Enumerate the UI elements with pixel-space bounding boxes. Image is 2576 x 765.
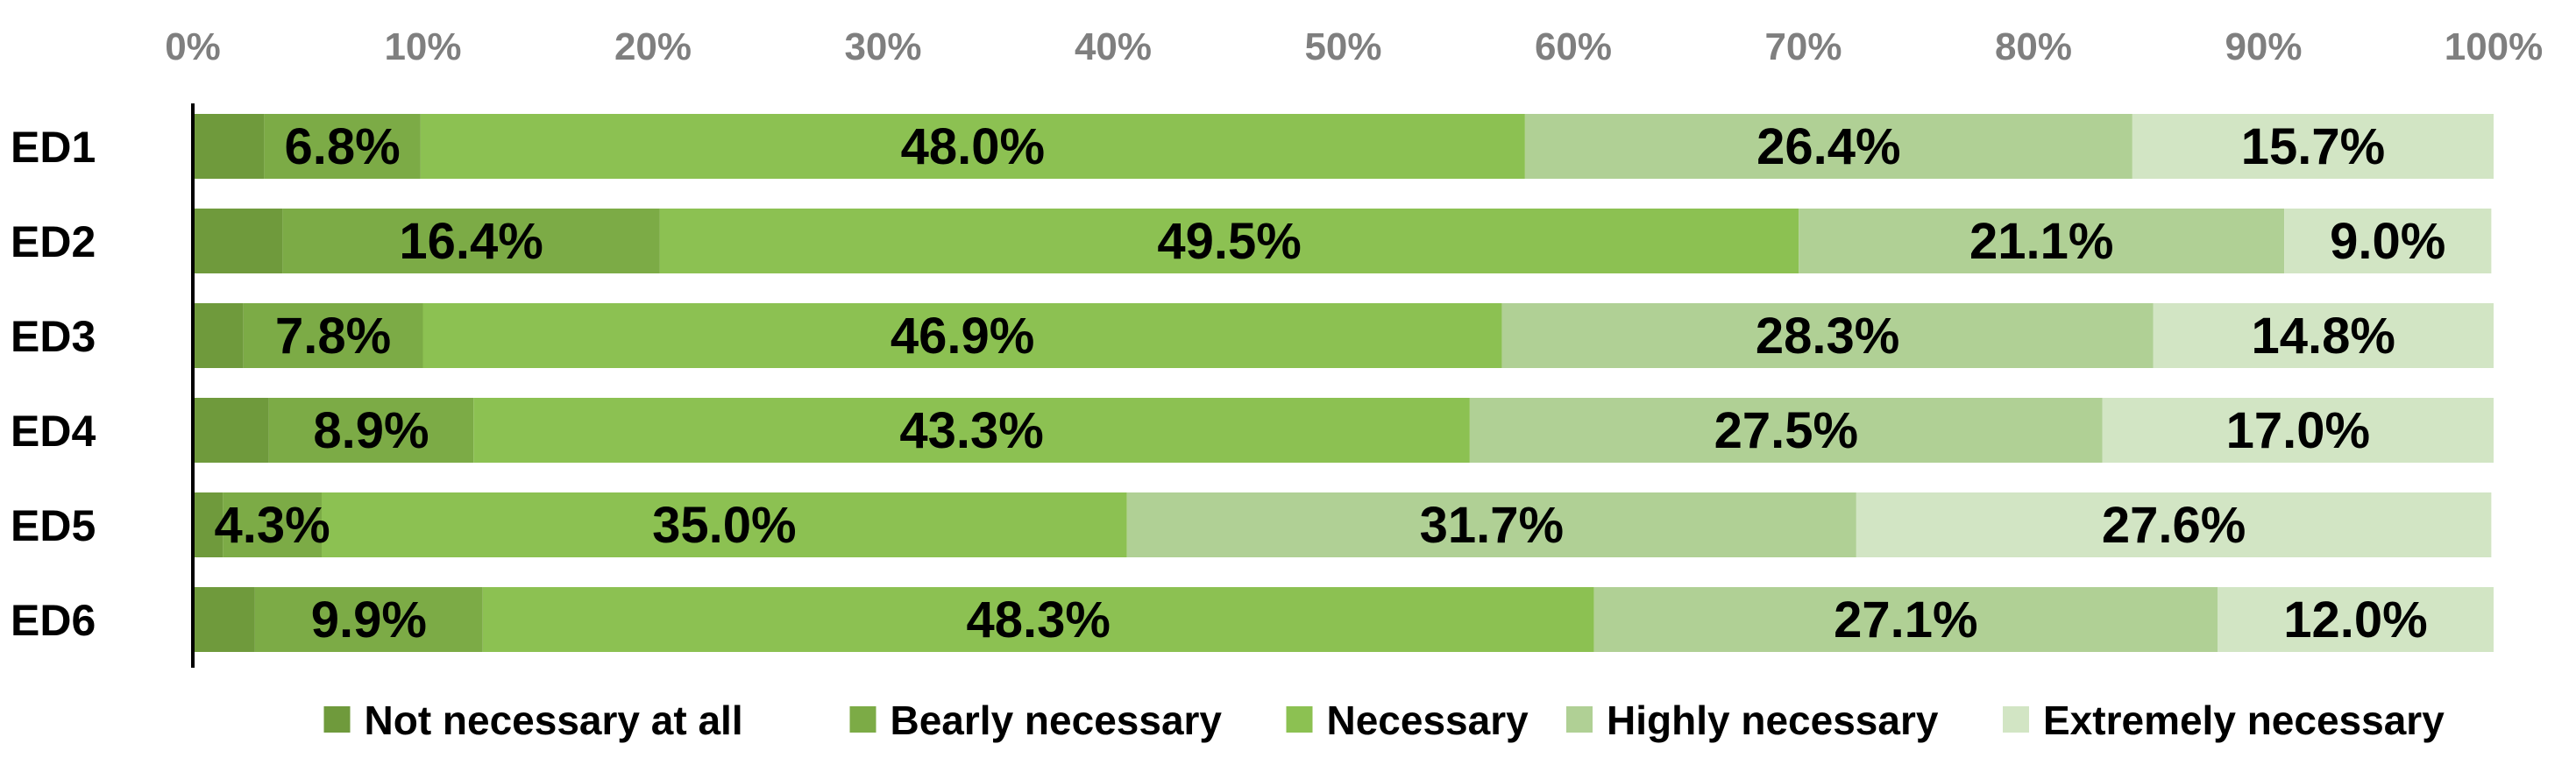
category-label: ED4 — [11, 407, 96, 456]
data-label: 31.7% — [1420, 497, 1564, 554]
x-tick-label: 40% — [1075, 25, 1152, 68]
x-axis-ticks: 0% 10% 20% 30% 40% 50% 60% 70% 80% 90% 100% — [165, 25, 2543, 68]
bar-segment — [264, 114, 421, 179]
bar-segment — [2218, 587, 2494, 652]
bar-segment — [193, 209, 283, 273]
data-label: 49.5% — [1157, 213, 1301, 270]
bar-segment — [2284, 209, 2492, 273]
bar-segment — [1524, 114, 2132, 179]
legend-swatch — [2003, 706, 2029, 733]
bar-segment — [659, 209, 1799, 273]
bar-segment — [193, 492, 224, 557]
data-label: 12.0% — [2283, 591, 2427, 648]
bar-segments — [193, 114, 2494, 652]
legend-label: Not necessary at all — [365, 698, 743, 743]
legend-swatch — [323, 706, 351, 733]
category-label: ED5 — [11, 501, 96, 550]
data-label: 17.0% — [2226, 402, 2370, 459]
data-label: 35.0% — [652, 497, 796, 554]
legend-label: Bearly necessary — [891, 698, 1223, 743]
category-label: ED3 — [11, 312, 96, 361]
bar-segment — [1593, 587, 2218, 652]
bar-segment — [193, 114, 265, 179]
x-tick-label: 20% — [614, 25, 692, 68]
data-label: 48.0% — [901, 118, 1045, 175]
bar-segment — [1799, 209, 2285, 273]
x-tick-label: 0% — [165, 25, 221, 68]
data-label: 8.9% — [313, 402, 429, 459]
data-label: 6.8% — [285, 118, 401, 175]
data-label: 21.1% — [1969, 213, 2113, 270]
legend-swatch — [1286, 706, 1313, 733]
data-label: 26.4% — [1756, 118, 1900, 175]
bar-segment — [223, 492, 322, 557]
data-label: 48.3% — [966, 591, 1110, 648]
category-label: ED1 — [11, 123, 96, 172]
x-tick-label: 50% — [1304, 25, 1381, 68]
category-label: ED6 — [11, 596, 96, 645]
category-labels: ED1 ED2 ED3 ED4 ED5 ED6 — [11, 123, 96, 645]
data-label: 46.9% — [891, 308, 1034, 365]
x-tick-label: 10% — [384, 25, 461, 68]
legend-label: Necessary — [1327, 698, 1529, 743]
bar-segment — [193, 303, 244, 368]
x-tick-label: 60% — [1535, 25, 1612, 68]
bar-segment — [282, 209, 660, 273]
bar-segment — [268, 398, 474, 463]
bar-segment — [2153, 303, 2494, 368]
bar-segment — [473, 398, 1470, 463]
legend-label: Extremely necessary — [2043, 698, 2445, 743]
category-label: ED2 — [11, 217, 96, 266]
bar-segment — [2132, 114, 2494, 179]
data-label: 27.6% — [2102, 497, 2246, 554]
x-tick-label: 80% — [1995, 25, 2072, 68]
bar-segment — [1126, 492, 1856, 557]
bar-segment — [254, 587, 483, 652]
x-tick-label: 70% — [1764, 25, 1842, 68]
data-label: 43.3% — [899, 402, 1043, 459]
bar-segment — [243, 303, 423, 368]
data-label: 9.9% — [311, 591, 427, 648]
bar-segment — [322, 492, 1127, 557]
x-tick-label: 90% — [2225, 25, 2302, 68]
bar-segment — [1856, 492, 2492, 557]
data-label: 9.0% — [2330, 213, 2445, 270]
data-label: 14.8% — [2252, 308, 2395, 365]
data-label: 7.8% — [275, 308, 391, 365]
bar-segment — [193, 587, 255, 652]
legend: Not necessary at all Bearly necessary Nece… — [323, 698, 2445, 743]
bar-segment — [482, 587, 1594, 652]
legend-label: Highly necessary — [1607, 698, 1939, 743]
legend-swatch — [1566, 706, 1593, 733]
bar-segment — [422, 303, 1502, 368]
data-label: 28.3% — [1756, 308, 1899, 365]
bar-segment — [2102, 398, 2494, 463]
x-tick-label: 100% — [2445, 25, 2544, 68]
data-label: 16.4% — [399, 213, 543, 270]
bar-segment — [1501, 303, 2154, 368]
data-label: 15.7% — [2241, 118, 2385, 175]
bar-segment — [420, 114, 1525, 179]
bar-segment — [193, 398, 269, 463]
data-label: 4.3% — [214, 497, 330, 554]
bar-segment — [1469, 398, 2103, 463]
data-labels: 6.8% 48.0% 26.4% 15.7% 16.4% 49.5% 21.1% 9.0% 7.… — [214, 118, 2445, 648]
data-label: 27.5% — [1714, 402, 1858, 459]
x-tick-label: 30% — [844, 25, 921, 68]
data-label: 27.1% — [1834, 591, 1977, 648]
legend-swatch — [849, 706, 876, 733]
